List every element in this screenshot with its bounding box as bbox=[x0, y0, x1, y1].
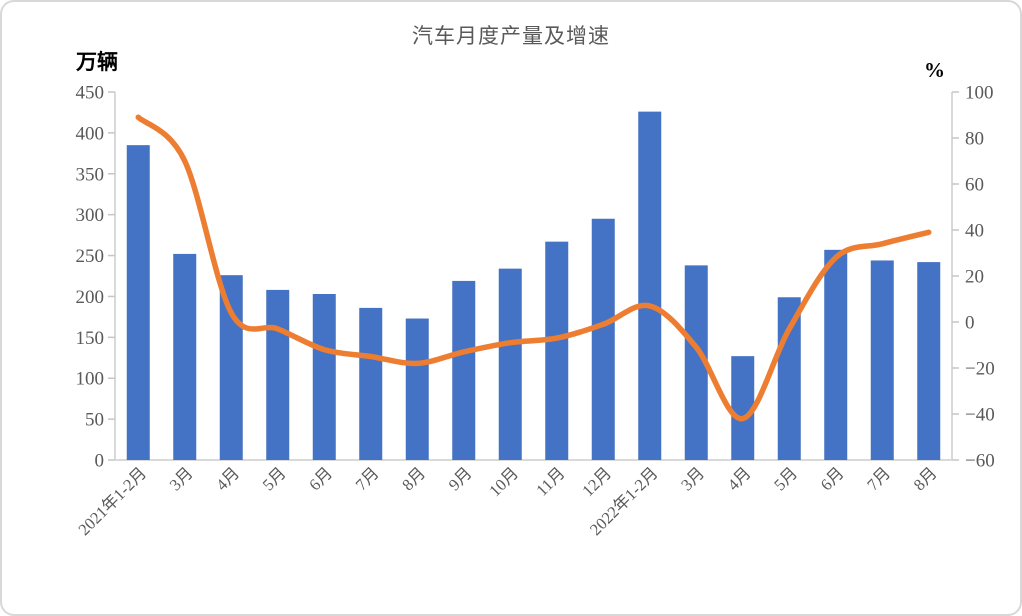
production-bar bbox=[731, 356, 755, 460]
left-axis-tick-label: 200 bbox=[76, 287, 105, 308]
left-axis-tick-label: 250 bbox=[76, 246, 105, 267]
x-axis-label: 3月 bbox=[166, 463, 197, 494]
production-bar bbox=[173, 253, 197, 460]
left-axis-tick-label: 450 bbox=[76, 83, 105, 104]
x-axis-label: 4月 bbox=[724, 463, 755, 494]
x-axis-label: 7月 bbox=[863, 463, 894, 494]
right-axis-tick-label: 100 bbox=[965, 83, 994, 104]
left-axis-tick-label: 150 bbox=[76, 328, 105, 349]
left-axis-tick-label: 100 bbox=[76, 369, 105, 390]
production-bar bbox=[452, 280, 476, 460]
x-axis-label: 11月 bbox=[532, 463, 568, 499]
x-axis-label: 12月 bbox=[578, 463, 615, 500]
production-bar bbox=[545, 241, 569, 460]
production-bar bbox=[870, 260, 894, 460]
right-axis-unit-label: % bbox=[924, 58, 945, 82]
axes: 0 50 100 150 200 250 300 350 400 450 −60 −40 −20 0 20 4… bbox=[76, 83, 995, 472]
right-axis-tick-label: 40 bbox=[965, 221, 984, 242]
production-bar bbox=[312, 293, 336, 460]
left-axis-unit-label: 万辆 bbox=[76, 50, 118, 74]
left-axis-tick-label: 0 bbox=[95, 451, 105, 472]
right-axis-tick-label: 60 bbox=[965, 175, 984, 196]
x-axis-label: 10月 bbox=[485, 463, 522, 500]
x-axis-label: 5月 bbox=[770, 463, 801, 494]
left-axis-tick-label: 350 bbox=[76, 164, 105, 185]
production-bar bbox=[824, 249, 848, 460]
left-axis-tick-label: 300 bbox=[76, 205, 105, 226]
chart-title: 汽车月度产量及增速 bbox=[412, 24, 610, 48]
x-axis-label: 2021年1-2月 bbox=[74, 463, 150, 539]
growth-rate-line bbox=[135, 114, 932, 422]
left-axis-tick-label: 400 bbox=[76, 123, 105, 144]
x-axis-label: 6月 bbox=[817, 463, 848, 494]
x-axis-label: 7月 bbox=[352, 463, 383, 494]
production-bars bbox=[126, 111, 941, 461]
production-bar bbox=[498, 268, 522, 460]
x-axis-label: 8月 bbox=[910, 463, 941, 494]
production-bar bbox=[917, 262, 941, 460]
x-axis-label: 9月 bbox=[445, 463, 476, 494]
production-bar bbox=[777, 297, 801, 460]
x-axis-label: 8月 bbox=[398, 463, 429, 494]
production-bar bbox=[359, 307, 383, 460]
x-axis-label: 4月 bbox=[212, 463, 243, 494]
production-bar bbox=[638, 111, 662, 461]
production-bar bbox=[591, 218, 615, 460]
x-axis-label: 5月 bbox=[259, 463, 290, 494]
production-bar bbox=[219, 275, 243, 460]
right-axis-tick-label: −20 bbox=[965, 359, 995, 380]
production-bar bbox=[266, 289, 290, 460]
right-axis-tick-label: −40 bbox=[965, 405, 995, 426]
production-bar bbox=[405, 318, 429, 460]
production-bar bbox=[684, 265, 708, 460]
right-axis-tick-label: −60 bbox=[965, 451, 995, 472]
production-bar bbox=[126, 145, 150, 460]
right-axis-tick-label: 80 bbox=[965, 129, 984, 150]
left-axis-tick-label: 50 bbox=[85, 410, 104, 431]
x-axis-label: 3月 bbox=[677, 463, 708, 494]
x-axis-labels: 2021年1-2月 3月 4月 5月 6月 7月 8月 9月 10月 11月 12月2022年1-2… bbox=[74, 463, 940, 539]
x-axis-label: 6月 bbox=[305, 463, 336, 494]
right-axis-tick-label: 20 bbox=[965, 267, 984, 288]
right-axis-tick-label: 0 bbox=[965, 313, 975, 334]
